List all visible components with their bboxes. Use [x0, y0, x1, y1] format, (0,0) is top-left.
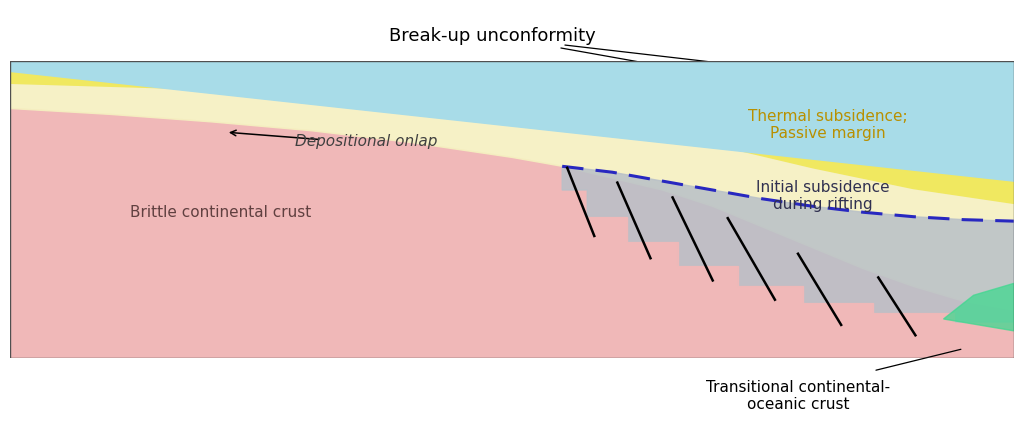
Polygon shape [562, 166, 1014, 322]
Polygon shape [873, 313, 953, 322]
Polygon shape [588, 217, 628, 242]
Polygon shape [10, 72, 1014, 203]
Text: Transitional continental-
oceanic crust: Transitional continental- oceanic crust [706, 380, 890, 412]
Text: Thermal subsidence;
Passive margin: Thermal subsidence; Passive margin [749, 109, 908, 141]
Polygon shape [10, 83, 1014, 310]
Text: Brittle continental crust: Brittle continental crust [130, 205, 311, 220]
Polygon shape [678, 266, 737, 286]
Polygon shape [628, 242, 678, 266]
Text: Break-up unconformity: Break-up unconformity [388, 27, 690, 71]
Polygon shape [803, 303, 873, 313]
Polygon shape [10, 109, 1014, 358]
Polygon shape [943, 283, 1014, 331]
Polygon shape [10, 61, 1014, 181]
Text: Depositional onlap: Depositional onlap [295, 134, 437, 149]
Polygon shape [737, 286, 803, 303]
Text: Initial subsidence
during rifting: Initial subsidence during rifting [757, 180, 890, 212]
